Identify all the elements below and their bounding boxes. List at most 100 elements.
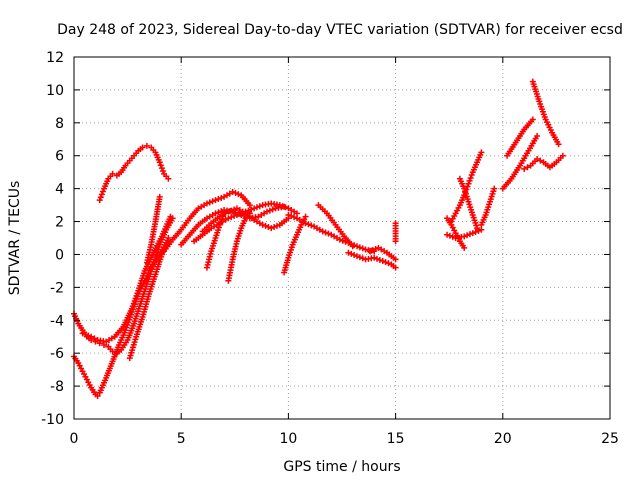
y-tick-label: 8 <box>55 116 64 132</box>
data-point <box>319 228 326 235</box>
y-tick-label: 12 <box>46 50 64 66</box>
data-point <box>444 231 451 238</box>
series-arc-n <box>225 210 253 284</box>
data-point-fill <box>231 206 238 213</box>
data-point-fill <box>356 254 363 261</box>
x-tick-label: 15 <box>387 431 405 447</box>
data-point <box>229 188 236 195</box>
data-point <box>246 202 253 209</box>
data-point-fill <box>374 255 381 262</box>
series-arc-z <box>499 132 541 192</box>
y-tick-label: 10 <box>46 83 64 99</box>
data-point <box>233 211 240 218</box>
data-point <box>371 254 378 261</box>
series-arc-d <box>105 215 176 357</box>
data-point <box>366 248 373 255</box>
data-point-fill <box>291 214 298 221</box>
data-point-fill <box>82 331 89 338</box>
data-point <box>225 208 232 215</box>
data-point-fill <box>98 191 105 198</box>
data-point <box>212 197 219 204</box>
series-arc-aa <box>504 116 536 159</box>
data-point-fill <box>376 256 383 263</box>
data-point <box>165 175 172 182</box>
data-point <box>109 170 116 177</box>
data-point-fill <box>449 233 456 240</box>
data-point-fill <box>467 174 474 181</box>
data-point-fill <box>466 231 473 238</box>
plot-frame <box>73 56 611 420</box>
series-arc-f <box>126 235 172 362</box>
data-point <box>242 208 249 215</box>
data-point <box>156 193 163 200</box>
data-point-fill <box>232 190 239 197</box>
data-point-fill <box>466 177 473 184</box>
series-arc-t <box>392 220 399 245</box>
data-point <box>354 253 361 260</box>
data-point <box>302 213 309 220</box>
y-tick-label: -8 <box>50 379 64 395</box>
data-point-fill <box>228 207 235 214</box>
data-point-fill <box>322 229 329 236</box>
series-arc-i <box>161 188 253 255</box>
data-point <box>139 144 146 151</box>
data-point <box>379 258 386 265</box>
data-point <box>285 211 292 218</box>
data-point-fill <box>158 165 165 172</box>
data-point-fill <box>256 203 263 210</box>
data-point-fill <box>220 213 227 220</box>
data-point-fill <box>266 207 273 214</box>
data-point <box>246 210 253 217</box>
data-point-fill <box>288 213 295 220</box>
data-point-fill <box>308 222 315 229</box>
x-axis-label: GPS time / hours <box>283 459 400 475</box>
data-point <box>156 159 163 166</box>
series-arc-ac <box>529 78 562 148</box>
data-point <box>259 221 266 228</box>
data-point <box>529 116 536 123</box>
y-axis-ticks: -10 -8 -6 -4 -2 0 2 4 6 8 10 12 <box>41 50 610 428</box>
data-point-fill <box>218 194 225 201</box>
data-point-fill <box>253 204 260 211</box>
data-point <box>559 152 566 159</box>
series-arc-y <box>478 185 498 228</box>
data-point-fill <box>273 222 280 229</box>
data-point <box>465 180 472 187</box>
data-point <box>94 392 101 399</box>
series-arc-w <box>448 149 485 225</box>
y-axis-label: SDTVAR / TECUs <box>7 181 23 296</box>
data-point-fill <box>472 228 479 235</box>
data-point <box>165 235 172 241</box>
data-point-fill <box>282 204 289 211</box>
data-point-fill <box>369 247 376 254</box>
data-point-fill <box>85 332 92 339</box>
y-tick-label: -10 <box>41 412 64 428</box>
data-point-fill <box>372 245 379 252</box>
data-point-fill <box>325 230 332 237</box>
x-tick-label: 10 <box>279 431 297 447</box>
data-point <box>474 225 481 232</box>
series-arc-ab <box>521 152 566 172</box>
data-point-fill <box>446 232 453 239</box>
data-point <box>251 205 258 212</box>
data-point-fill <box>262 222 269 229</box>
x-tick-label: 25 <box>601 431 619 447</box>
series-arc-h <box>143 193 163 266</box>
data-point-fill <box>91 335 98 342</box>
x-tick-label: 20 <box>494 431 512 447</box>
data-point <box>79 330 86 337</box>
y-tick-label: -6 <box>50 346 64 362</box>
data-point <box>263 208 270 215</box>
series-arc-x <box>456 175 481 232</box>
data-point-fill <box>217 218 224 225</box>
x-tick-label: 5 <box>177 431 186 447</box>
data-point <box>212 210 219 217</box>
data-point <box>109 348 116 355</box>
data-point <box>225 215 232 222</box>
x-axis-ticks: 0 5 10 15 20 25 <box>70 57 619 447</box>
series-arc-e <box>79 213 174 345</box>
data-point <box>349 243 356 250</box>
data-point <box>392 264 399 271</box>
data-point <box>461 233 468 240</box>
